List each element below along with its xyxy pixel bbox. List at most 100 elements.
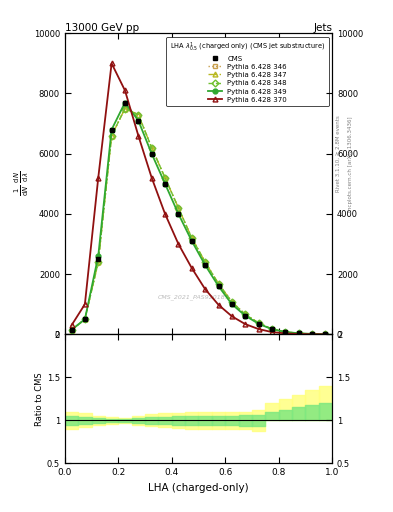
CMS <box>149 151 154 157</box>
CMS <box>136 118 141 124</box>
Pythia 6.428 348 <box>256 320 261 326</box>
CMS <box>296 330 301 336</box>
Pythia 6.428 346 <box>230 298 234 305</box>
Pythia 6.428 347 <box>296 330 301 336</box>
CMS <box>256 321 261 327</box>
Pythia 6.428 370 <box>149 175 154 181</box>
Pythia 6.428 349 <box>283 329 288 335</box>
Pythia 6.428 347 <box>69 327 74 333</box>
Pythia 6.428 346 <box>69 327 74 333</box>
CMS <box>176 211 181 217</box>
Pythia 6.428 348 <box>176 205 181 211</box>
Pythia 6.428 349 <box>189 238 194 244</box>
Pythia 6.428 347 <box>310 331 314 337</box>
Line: Pythia 6.428 346: Pythia 6.428 346 <box>69 106 328 337</box>
Pythia 6.428 349 <box>69 327 74 333</box>
CMS <box>96 256 101 262</box>
Pythia 6.428 347 <box>256 320 261 326</box>
Pythia 6.428 370 <box>176 241 181 247</box>
Pythia 6.428 348 <box>296 330 301 336</box>
Pythia 6.428 348 <box>230 298 234 305</box>
Pythia 6.428 346 <box>109 133 114 139</box>
Pythia 6.428 347 <box>189 235 194 241</box>
Y-axis label: $\frac{1}{\mathrm{d}N}\ \frac{\mathrm{d}N}{\mathrm{d}\lambda}$: $\frac{1}{\mathrm{d}N}\ \frac{\mathrm{d}… <box>13 171 31 197</box>
Pythia 6.428 348 <box>109 133 114 139</box>
Pythia 6.428 348 <box>203 259 208 265</box>
Pythia 6.428 348 <box>216 281 221 287</box>
Pythia 6.428 347 <box>176 205 181 211</box>
Pythia 6.428 347 <box>323 331 328 337</box>
CMS <box>123 99 127 105</box>
Pythia 6.428 346 <box>310 331 314 337</box>
Pythia 6.428 349 <box>216 283 221 289</box>
Pythia 6.428 370 <box>283 330 288 336</box>
CMS <box>283 329 288 335</box>
Text: CMS_2021_PAS920187: CMS_2021_PAS920187 <box>157 294 229 300</box>
CMS <box>230 301 234 307</box>
Line: Pythia 6.428 349: Pythia 6.428 349 <box>69 100 328 337</box>
Pythia 6.428 346 <box>83 316 87 323</box>
Pythia 6.428 346 <box>136 112 141 118</box>
CMS <box>69 327 74 333</box>
Pythia 6.428 347 <box>230 298 234 305</box>
Pythia 6.428 348 <box>310 331 314 337</box>
CMS <box>310 331 314 337</box>
Pythia 6.428 346 <box>216 281 221 287</box>
Pythia 6.428 349 <box>136 118 141 124</box>
Pythia 6.428 346 <box>323 331 328 337</box>
Pythia 6.428 346 <box>189 235 194 241</box>
Line: Pythia 6.428 347: Pythia 6.428 347 <box>69 106 328 337</box>
Pythia 6.428 346 <box>270 326 274 332</box>
Pythia 6.428 347 <box>83 316 87 323</box>
Pythia 6.428 346 <box>176 205 181 211</box>
Pythia 6.428 346 <box>123 105 127 112</box>
Pythia 6.428 349 <box>163 181 167 187</box>
Pythia 6.428 349 <box>243 313 248 319</box>
Pythia 6.428 347 <box>163 175 167 181</box>
Pythia 6.428 347 <box>243 311 248 317</box>
Pythia 6.428 348 <box>123 105 127 112</box>
CMS <box>243 313 248 319</box>
Pythia 6.428 346 <box>149 144 154 151</box>
Text: mcplots.cern.ch [arXiv:1306.3436]: mcplots.cern.ch [arXiv:1306.3436] <box>348 116 353 211</box>
Pythia 6.428 370 <box>216 302 221 308</box>
Pythia 6.428 348 <box>283 329 288 335</box>
CMS <box>109 126 114 133</box>
Pythia 6.428 348 <box>136 112 141 118</box>
Pythia 6.428 349 <box>176 211 181 217</box>
Legend: CMS, Pythia 6.428 346, Pythia 6.428 347, Pythia 6.428 348, Pythia 6.428 349, Pyt: CMS, Pythia 6.428 346, Pythia 6.428 347,… <box>166 37 329 106</box>
Pythia 6.428 347 <box>149 144 154 151</box>
Pythia 6.428 347 <box>96 259 101 265</box>
Pythia 6.428 346 <box>296 330 301 336</box>
Line: Pythia 6.428 348: Pythia 6.428 348 <box>69 106 328 337</box>
CMS <box>323 331 328 337</box>
Y-axis label: Ratio to CMS: Ratio to CMS <box>35 372 44 425</box>
Pythia 6.428 349 <box>323 331 328 337</box>
Pythia 6.428 349 <box>256 321 261 327</box>
Pythia 6.428 346 <box>163 175 167 181</box>
Line: CMS: CMS <box>69 100 328 337</box>
CMS <box>216 283 221 289</box>
Text: 13000 GeV pp: 13000 GeV pp <box>65 23 139 32</box>
Pythia 6.428 370 <box>203 286 208 292</box>
Pythia 6.428 349 <box>230 301 234 307</box>
Pythia 6.428 349 <box>149 151 154 157</box>
Pythia 6.428 346 <box>256 320 261 326</box>
Pythia 6.428 370 <box>123 88 127 94</box>
Pythia 6.428 370 <box>69 322 74 328</box>
Pythia 6.428 349 <box>310 331 314 337</box>
Pythia 6.428 349 <box>270 326 274 332</box>
Text: Rivet 3.1.10, ≥ 2.8M events: Rivet 3.1.10, ≥ 2.8M events <box>336 115 341 192</box>
Pythia 6.428 370 <box>83 301 87 307</box>
CMS <box>189 238 194 244</box>
CMS <box>163 181 167 187</box>
Pythia 6.428 347 <box>216 281 221 287</box>
Pythia 6.428 347 <box>283 329 288 335</box>
Pythia 6.428 370 <box>163 211 167 217</box>
CMS <box>83 316 87 323</box>
CMS <box>270 326 274 332</box>
Pythia 6.428 348 <box>96 259 101 265</box>
Pythia 6.428 370 <box>296 331 301 337</box>
Pythia 6.428 370 <box>136 133 141 139</box>
Pythia 6.428 370 <box>243 321 248 327</box>
